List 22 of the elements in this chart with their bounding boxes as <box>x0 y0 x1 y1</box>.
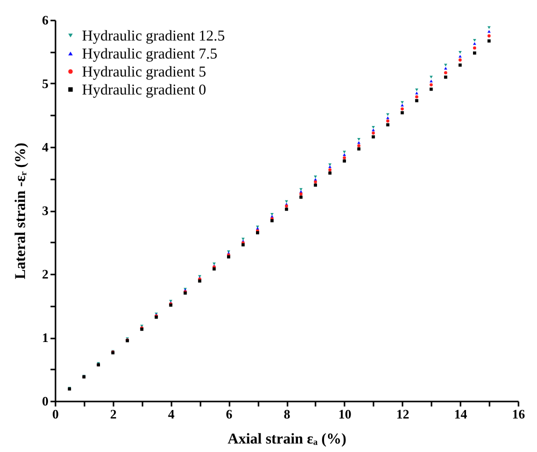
x-tick-label: 0 <box>52 406 59 422</box>
y-tick-label: 2 <box>42 266 48 282</box>
x-tick-label: 2 <box>110 406 117 422</box>
x-tick-label: 4 <box>168 406 175 422</box>
y-tick-label: 4 <box>42 140 49 154</box>
x-tick-label: 16 <box>512 406 526 422</box>
y-tick-label: 3 <box>42 203 49 218</box>
y-axis-title: Lateral strain -εᵣ (%) <box>13 142 29 280</box>
x-tick-label: 6 <box>226 406 233 422</box>
legend-label: Hydraulic gradient 0 <box>82 82 206 98</box>
x-axis-title: Axial strain εₐ (%) <box>228 432 346 448</box>
legend-label: Hydraulic gradient 5 <box>82 64 206 80</box>
y-tick-label: 0 <box>42 394 48 408</box>
x-tick-label: 10 <box>338 406 352 422</box>
y-tick-label: 6 <box>42 12 49 28</box>
legend-label: Hydraulic gradient 12.5 <box>82 28 225 44</box>
x-tick-label: 8 <box>284 406 291 422</box>
y-tick-label: 1 <box>42 330 48 345</box>
x-tick-label: 12 <box>396 406 410 422</box>
y-tick-label: 5 <box>42 76 49 91</box>
legend-label: Hydraulic gradient 7.5 <box>82 46 218 62</box>
x-tick-label: 14 <box>454 406 468 422</box>
